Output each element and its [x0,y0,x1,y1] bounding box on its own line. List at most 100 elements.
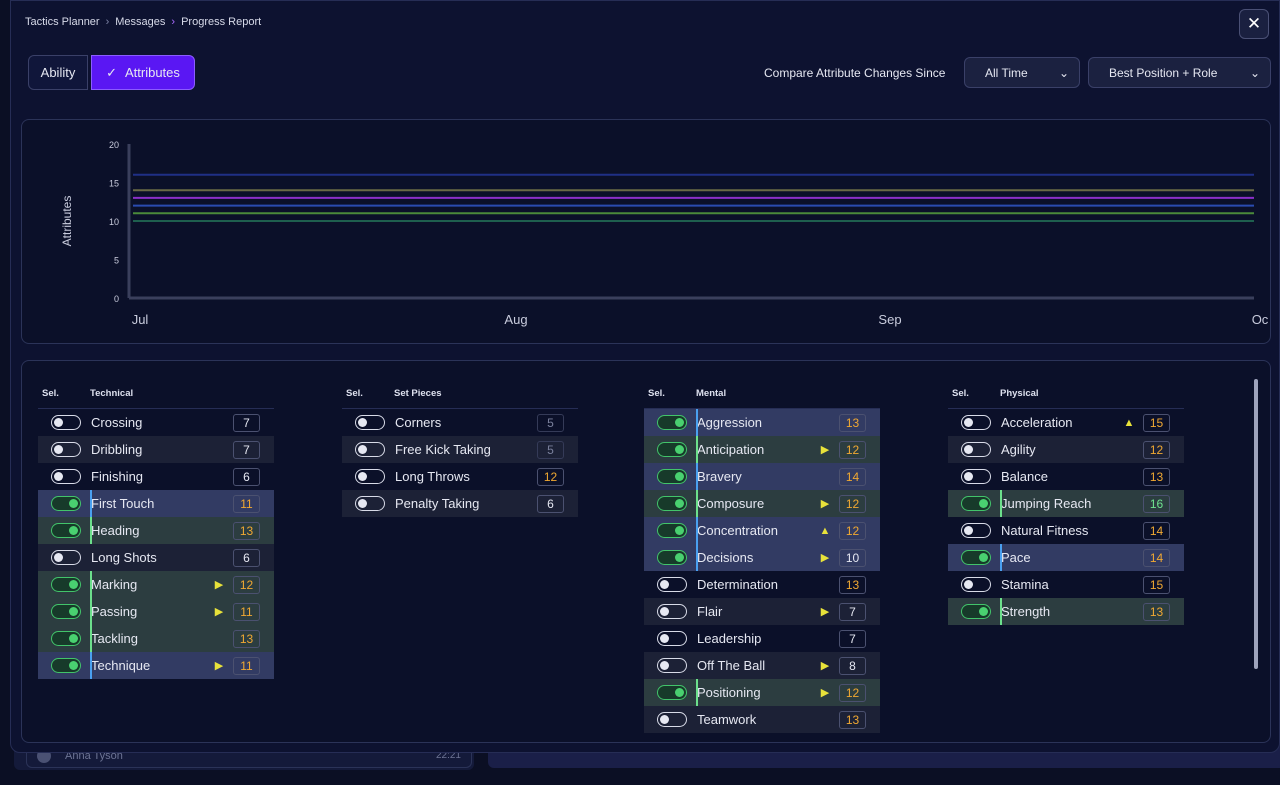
attribute-row[interactable]: Pace 14 [948,544,1184,571]
select-toggle[interactable] [657,712,687,727]
toggle-knob [660,606,669,616]
attribute-row[interactable]: Acceleration ▲ 15 [948,409,1184,436]
attribute-name: Positioning [697,685,761,700]
attribute-row[interactable]: Off The Ball ▶ 8 [644,652,880,679]
select-toggle[interactable] [51,604,81,619]
attribute-row[interactable]: Stamina 15 [948,571,1184,598]
select-toggle[interactable] [961,604,991,619]
trend-arrow-icon: ▶ [214,579,224,591]
attribute-row[interactable]: Bravery 14 [644,463,880,490]
attribute-name: Concentration [697,523,778,538]
select-toggle[interactable] [657,685,687,700]
select-toggle[interactable] [355,442,385,457]
select-toggle[interactable] [51,496,81,511]
select-toggle[interactable] [961,496,991,511]
attribute-row[interactable]: Natural Fitness 14 [948,517,1184,544]
select-toggle[interactable] [657,469,687,484]
attribute-row[interactable]: Dribbling 7 [38,436,274,463]
select-toggle[interactable] [961,469,991,484]
select-toggle[interactable] [51,577,81,592]
attribute-name: Long Throws [395,469,470,484]
select-toggle[interactable] [657,550,687,565]
select-toggle[interactable] [657,631,687,646]
select-toggle[interactable] [961,523,991,538]
ability-tab[interactable]: Ability [28,55,88,90]
select-toggle[interactable] [961,550,991,565]
attribute-row[interactable]: Concentration ▲ 12 [644,517,880,544]
attribute-row[interactable]: Determination 13 [644,571,880,598]
select-toggle[interactable] [961,577,991,592]
attribute-row[interactable]: Balance 13 [948,463,1184,490]
position-dropdown[interactable]: Best Position + Role ⌄ [1088,57,1271,88]
attribute-name: Off The Ball [697,658,766,673]
category-header: Mental [696,388,727,399]
attribute-name: Free Kick Taking [395,442,491,457]
select-toggle[interactable] [657,496,687,511]
attribute-row[interactable]: Technique ▶ 11 [38,652,274,679]
close-button[interactable]: ✕ [1239,9,1269,39]
attribute-row[interactable]: Penalty Taking 6 [342,490,578,517]
attribute-row[interactable]: Free Kick Taking 5 [342,436,578,463]
attribute-row[interactable]: Crossing 7 [38,409,274,436]
breadcrumb-tactics-planner[interactable]: Tactics Planner [25,16,100,28]
select-toggle[interactable] [355,469,385,484]
period-dropdown[interactable]: All Time ⌄ [964,57,1080,88]
attribute-row[interactable]: Composure ▶ 12 [644,490,880,517]
select-toggle[interactable] [961,442,991,457]
attribute-value: 13 [1143,602,1170,621]
select-toggle[interactable] [51,415,81,430]
select-toggle[interactable] [657,577,687,592]
toggle-knob [358,444,367,454]
select-toggle[interactable] [51,550,81,565]
y-tick-label: 20 [109,140,119,150]
attribute-row[interactable]: Flair ▶ 7 [644,598,880,625]
attributes-tab[interactable]: ✓ Attributes [91,55,195,90]
toggle-knob [54,552,63,562]
attributes-tab-label: Attributes [124,65,180,80]
select-toggle[interactable] [657,415,687,430]
trend-arrow-icon: ▶ [820,444,830,456]
attribute-row[interactable]: First Touch 11 [38,490,274,517]
select-toggle[interactable] [51,631,81,646]
attribute-name: Crossing [91,415,143,430]
toggle-knob [964,471,973,481]
attribute-row[interactable]: Heading 13 [38,517,274,544]
attribute-row[interactable]: Tackling 13 [38,625,274,652]
attribute-row[interactable]: Aggression 13 [644,409,880,436]
attribute-row[interactable]: Long Throws 12 [342,463,578,490]
select-toggle[interactable] [657,523,687,538]
select-toggle[interactable] [657,604,687,619]
attribute-row[interactable]: Strength 13 [948,598,1184,625]
select-toggle[interactable] [657,658,687,673]
attribute-row[interactable]: Long Shots 6 [38,544,274,571]
breadcrumb-messages[interactable]: Messages [115,16,166,28]
attribute-name: Decisions [697,550,754,565]
attribute-row[interactable]: Jumping Reach 16 [948,490,1184,517]
select-toggle[interactable] [51,658,81,673]
select-toggle[interactable] [355,415,385,430]
attribute-name: Technique [91,658,151,673]
chevron-down-icon: ⌄ [1058,65,1069,80]
attribute-row[interactable]: Corners 5 [342,409,578,436]
select-toggle[interactable] [51,523,81,538]
attribute-row[interactable]: Finishing 6 [38,463,274,490]
scrollbar[interactable] [1254,379,1258,669]
attribute-row[interactable]: Teamwork 13 [644,706,880,733]
attribute-row[interactable]: Decisions ▶ 10 [644,544,880,571]
toggle-knob [69,606,78,616]
attribute-row[interactable]: Marking ▶ 12 [38,571,274,598]
attribute-value: 11 [233,602,260,621]
select-toggle[interactable] [51,469,81,484]
chevron-right-icon: › [171,16,176,28]
attribute-row[interactable]: Passing ▶ 11 [38,598,274,625]
select-toggle[interactable] [961,415,991,430]
attribute-name: Heading [91,523,140,538]
toggle-knob [660,633,669,643]
select-toggle[interactable] [657,442,687,457]
select-toggle[interactable] [355,496,385,511]
attribute-row[interactable]: Leadership 7 [644,625,880,652]
attribute-row[interactable]: Positioning ▶ 12 [644,679,880,706]
attribute-row[interactable]: Agility 12 [948,436,1184,463]
attribute-row[interactable]: Anticipation ▶ 12 [644,436,880,463]
select-toggle[interactable] [51,442,81,457]
